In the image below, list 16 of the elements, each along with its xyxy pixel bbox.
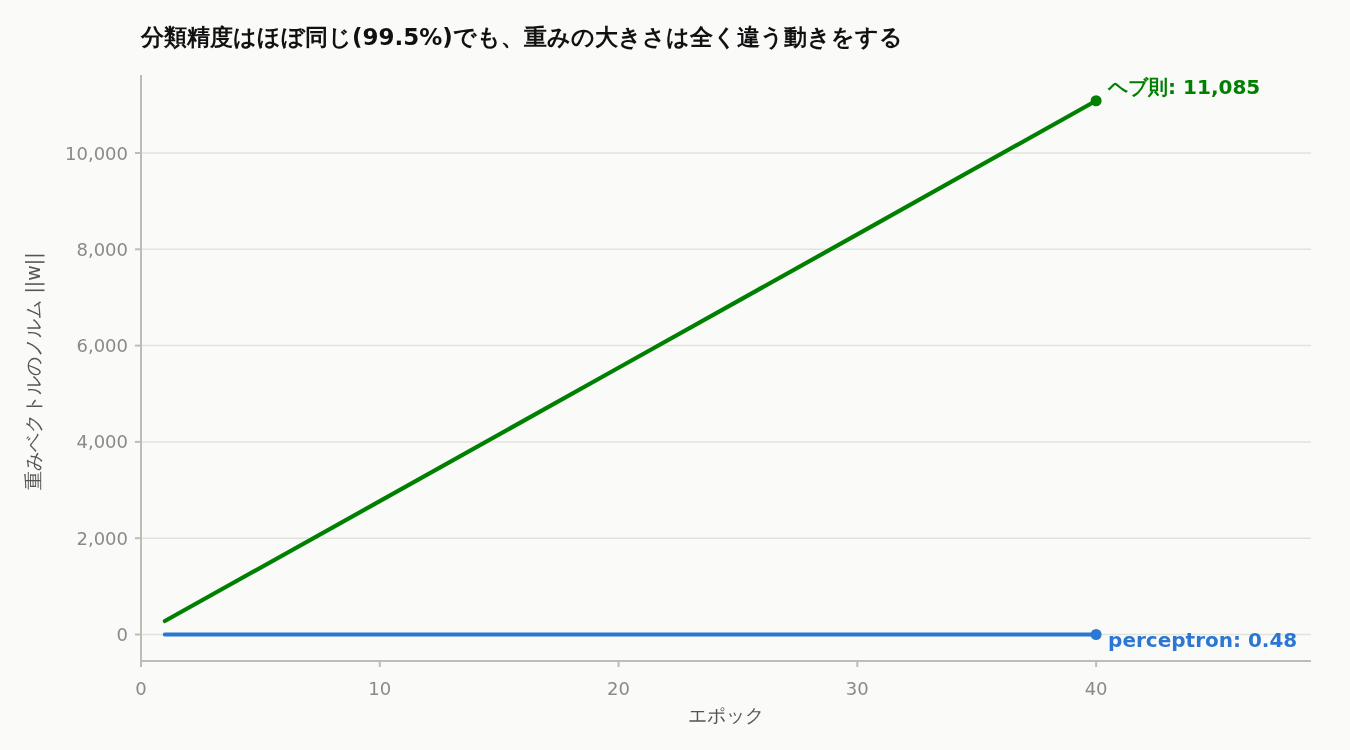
x-tick-label: 0 [135, 677, 147, 699]
x-axis-title: エポック [688, 704, 764, 726]
x-tick-label: 30 [845, 677, 869, 699]
data-label: ヘブ則: 11,085 [1107, 74, 1261, 99]
x-tick-label: 10 [368, 677, 392, 699]
chart-title: 分類精度はほぼ同じ(99.5%)でも、重みの大きさは全く違う動きをする [140, 24, 903, 50]
y-tick-label: 4,000 [76, 431, 128, 453]
x-tick-label: 20 [607, 677, 630, 699]
y-tick-label: 8,000 [76, 238, 128, 260]
y-tick-label: 6,000 [76, 335, 128, 357]
x-tick-label: 40 [1084, 677, 1108, 699]
y-axis-title: 重みベクトルのノルム ||w|| [22, 252, 45, 490]
y-tick-label: 0 [116, 624, 128, 646]
y-tick-label: 10,000 [65, 142, 128, 164]
y-tick-label: 2,000 [76, 527, 128, 549]
data-label: perceptron: 0.48 [1108, 628, 1298, 653]
